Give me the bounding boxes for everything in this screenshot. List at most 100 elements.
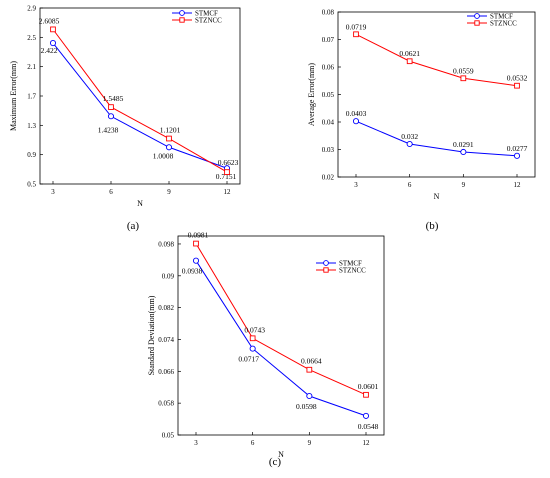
data-label: 1.4238 [98, 125, 119, 134]
y-tick-label: 2.9 [27, 5, 36, 13]
data-point [107, 113, 115, 120]
series-stzncc: 0.0981 0.0743 0.0664 0.0601 [188, 231, 379, 398]
y-tick-label: 2.5 [27, 34, 36, 42]
data-point [406, 140, 413, 148]
data-point [249, 345, 256, 352]
x-tick-label: 6 [251, 439, 255, 447]
data-label: 1.1201 [160, 126, 181, 135]
data-label: 0.0559 [453, 66, 474, 75]
panel-caption: (a) [127, 220, 140, 232]
plot-frame [177, 235, 385, 436]
data-point [306, 392, 313, 400]
legend-marker [179, 17, 185, 23]
y-axis-label: Average Error(mm) [307, 63, 316, 126]
data-label: 0.6623 [218, 158, 239, 167]
legend-label: STMCF [490, 13, 513, 21]
series-line [195, 243, 367, 396]
legend-marker [323, 267, 329, 273]
y-axis-label: Maximum Error(mm) [9, 61, 18, 131]
data-point [166, 135, 172, 142]
x-axis-label: N [278, 450, 284, 459]
x-tick-label: 6 [109, 188, 113, 196]
data-point [165, 144, 173, 151]
series-stmcf: 2.422 1.4238 1.0008 0.7151 [41, 40, 237, 181]
y-tick-label: 2.1 [27, 63, 36, 71]
y-tick-label: 0.09 [162, 272, 175, 280]
x-tick-label: 6 [408, 181, 412, 189]
plot-frame [39, 7, 241, 185]
y-tick-label: 0.04 [322, 119, 335, 127]
data-label: 0.0981 [188, 231, 209, 240]
y-tick-label: 0.066 [158, 368, 174, 376]
legend-marker [323, 260, 329, 266]
chart-panel-1: 0.5 0.9 1.3 1.7 2.1 2.5 2.9 3 6 9 12 N Maximum Error… [9, 5, 241, 232]
x-tick-label: 3 [354, 181, 358, 189]
data-point [460, 75, 467, 82]
x-tick-label: 3 [51, 188, 55, 196]
data-label: 0.0601 [358, 382, 379, 391]
data-label: 1.0008 [153, 151, 174, 160]
y-tick-label: 0.05 [322, 91, 335, 99]
data-point [306, 366, 313, 373]
data-label: 0.0719 [346, 22, 367, 31]
data-point [513, 152, 521, 159]
data-label: 0.0532 [507, 74, 528, 83]
data-point [460, 148, 467, 156]
y-tick-label: 0.07 [322, 36, 335, 44]
y-tick-label: 0.5 [27, 181, 36, 189]
data-point [352, 118, 360, 125]
series-line [355, 33, 518, 87]
data-point [50, 26, 56, 33]
data-label: 0.0938 [182, 267, 203, 276]
data-label: 0.0291 [453, 140, 474, 149]
legend-marker [474, 20, 480, 26]
series-line [52, 42, 228, 169]
series-line [355, 120, 518, 157]
legend-marker [474, 13, 480, 19]
y-tick-label: 0.9 [27, 151, 36, 159]
series-stmcf: 0.0938 0.0717 0.0598 0.0548 [182, 257, 379, 431]
data-label: 0.7151 [216, 172, 237, 181]
x-tick-label: 9 [308, 439, 312, 447]
x-tick-label: 12 [514, 181, 522, 189]
legend-marker [179, 10, 185, 16]
data-label: 0.0664 [301, 357, 322, 366]
data-point [363, 391, 369, 398]
x-tick-label: 9 [462, 181, 466, 189]
y-tick-label: 1.7 [27, 93, 36, 101]
data-label: 2.422 [41, 46, 58, 55]
legend-label: STZNCC [490, 20, 517, 28]
y-tick-label: 0.082 [158, 304, 174, 312]
y-tick-label: 0.08 [322, 9, 335, 17]
x-axis-label: N [434, 192, 440, 201]
y-tick-label: 0.098 [158, 240, 174, 248]
data-label: 0.0403 [346, 109, 367, 118]
data-point [406, 58, 413, 65]
y-tick-label: 0.05 [162, 432, 175, 440]
chart-panel-3: 0.05 0.058 0.066 0.074 0.082 0.09 0.098 3 6 9 12 N S… [147, 231, 385, 468]
data-label: 0.0277 [507, 144, 528, 153]
data-label: 0.0598 [296, 402, 317, 411]
panel-caption: (c) [269, 456, 282, 468]
data-label: 0.0621 [399, 49, 420, 58]
series-line [52, 29, 228, 173]
data-point [193, 240, 199, 247]
series-stzncc: 0.0719 0.0621 0.0559 0.0532 [346, 22, 528, 89]
legend-label: STMCF [195, 10, 218, 18]
series-line [195, 260, 367, 417]
data-point [514, 82, 520, 89]
series-stmcf: 0.0403 0.032 0.0291 0.0277 [346, 109, 528, 159]
y-tick-label: 0.02 [322, 174, 335, 182]
data-point [353, 31, 359, 38]
legend-label: STZNCC [195, 17, 222, 25]
data-point [49, 40, 57, 47]
panel-caption: (b) [426, 220, 439, 232]
data-label: 2.6085 [39, 16, 60, 25]
data-point [224, 169, 230, 175]
data-point [362, 412, 370, 419]
data-point [108, 104, 114, 110]
plot-frame [337, 11, 536, 178]
